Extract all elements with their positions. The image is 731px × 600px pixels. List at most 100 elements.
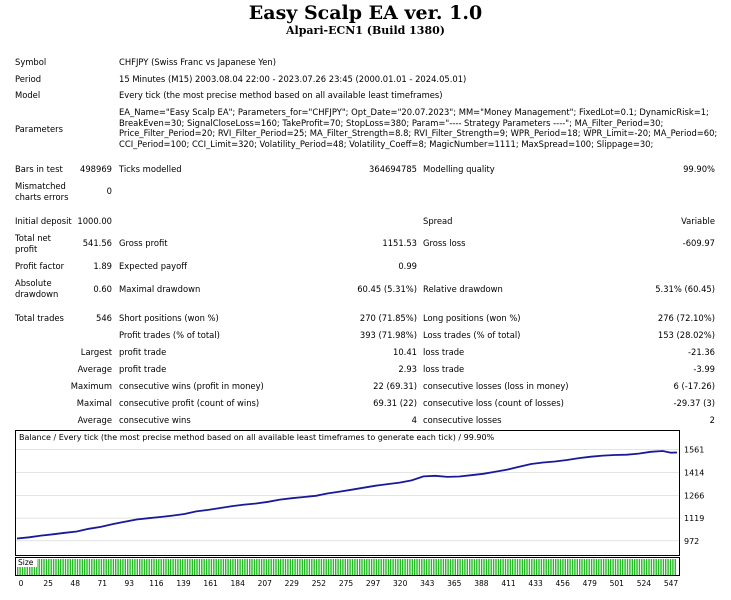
size-bar <box>198 559 201 575</box>
size-bar <box>191 559 193 575</box>
size-bar <box>332 559 335 575</box>
size-bar <box>528 559 531 575</box>
size-bar <box>648 559 650 575</box>
size-bar <box>662 559 665 575</box>
size-bar <box>478 559 480 575</box>
average-profit-value: 2.93 <box>398 364 417 374</box>
x-tick-label: 207 <box>258 579 273 588</box>
gross-profit-value: 1151.53 <box>382 238 417 248</box>
profit-trades-label: Profit trades (% of total) <box>119 330 220 340</box>
size-bar <box>225 559 227 575</box>
size-bar <box>284 559 287 575</box>
maxdd-value: 60.45 (5.31%) <box>357 284 417 294</box>
size-bar <box>452 559 454 575</box>
size-bar <box>416 559 418 575</box>
size-bar <box>404 559 406 575</box>
size-bar <box>335 559 337 575</box>
size-bar <box>593 559 595 575</box>
size-bar <box>602 559 605 575</box>
size-bar <box>265 559 268 575</box>
size-bar <box>153 559 155 575</box>
avg-losses-value: 2 <box>709 415 715 425</box>
gross-profit-label: Gross profit <box>119 238 168 248</box>
size-bar <box>351 559 354 575</box>
largest-loss-label: loss trade <box>423 347 465 357</box>
size-bar <box>217 559 220 575</box>
size-bar <box>81 559 83 575</box>
ticks-label: Ticks modelled <box>119 164 182 174</box>
size-bar <box>287 559 289 575</box>
size-bar <box>203 559 205 575</box>
size-bar <box>43 559 45 575</box>
size-bar <box>258 559 260 575</box>
size-bar <box>339 559 342 575</box>
maximum-label: Maximum <box>70 381 112 391</box>
size-bar <box>301 559 303 575</box>
size-bar <box>146 559 148 575</box>
avg-wins-value: 4 <box>411 415 417 425</box>
deposit-label: Initial deposit <box>15 216 72 226</box>
size-bar <box>507 559 509 575</box>
size-bar <box>124 559 126 575</box>
size-bar <box>134 559 136 575</box>
size-bar <box>502 559 504 575</box>
size-bar <box>576 559 578 575</box>
size-bar <box>519 559 521 575</box>
absdd-label-1: Absolute <box>15 278 52 288</box>
size-bar <box>150 559 153 575</box>
size-bar <box>579 559 581 575</box>
size-bar <box>535 559 538 575</box>
size-bar <box>624 559 626 575</box>
size-bar <box>526 559 528 575</box>
size-bar <box>229 559 232 575</box>
size-bar <box>354 559 356 575</box>
balance-line <box>16 450 678 540</box>
mismatched-label-2: charts errors <box>15 192 69 202</box>
ticks-value: 364694785 <box>369 164 417 174</box>
maximal-label: Maximal <box>76 398 112 408</box>
size-bar <box>143 559 146 575</box>
size-bar <box>158 559 160 575</box>
size-bar <box>160 559 162 575</box>
size-bar <box>72 559 74 575</box>
size-bar <box>406 559 409 575</box>
size-bar <box>148 559 150 575</box>
size-bar <box>205 559 208 575</box>
x-tick-label: 25 <box>43 579 53 588</box>
size-bar <box>373 559 375 575</box>
size-bar <box>270 559 272 575</box>
size-bar <box>162 559 165 575</box>
size-label-bg <box>17 558 37 567</box>
size-bar <box>100 559 103 575</box>
size-bar <box>84 559 86 575</box>
x-tick-label: 479 <box>583 579 598 588</box>
average-profit-label: profit trade <box>119 364 167 374</box>
size-bar <box>177 559 179 575</box>
size-bar <box>186 559 189 575</box>
size-bar <box>414 559 416 575</box>
y-tick-label: 1561 <box>684 446 704 455</box>
size-bar <box>409 559 411 575</box>
size-bar <box>222 559 225 575</box>
model-value: Every tick (the most precise method base… <box>119 90 443 100</box>
size-bar <box>425 559 428 575</box>
size-bar <box>272 559 275 575</box>
plot-frame <box>15 430 680 556</box>
report-subtitle: Alpari-ECN1 (Build 1380) <box>286 24 445 37</box>
size-bar <box>318 559 320 575</box>
max-losses-value: 6 (-17.26) <box>673 381 715 391</box>
size-bar <box>234 559 236 575</box>
size-bar <box>50 559 52 575</box>
size-label: Size <box>18 558 34 567</box>
x-tick-label: 524 <box>637 579 652 588</box>
size-bar <box>557 559 559 575</box>
long-label: Long positions (won %) <box>423 313 521 323</box>
quality-value: 99.90% <box>683 164 715 174</box>
maxdd-label: Maximal drawdown <box>119 284 201 294</box>
payoff-label: Expected payoff <box>119 261 188 271</box>
gross-loss-value: -609.97 <box>682 238 715 248</box>
size-bar <box>122 559 124 575</box>
size-bar <box>308 559 311 575</box>
maximal-profit-value: 69.31 (22) <box>373 398 417 408</box>
size-bar <box>488 559 490 575</box>
